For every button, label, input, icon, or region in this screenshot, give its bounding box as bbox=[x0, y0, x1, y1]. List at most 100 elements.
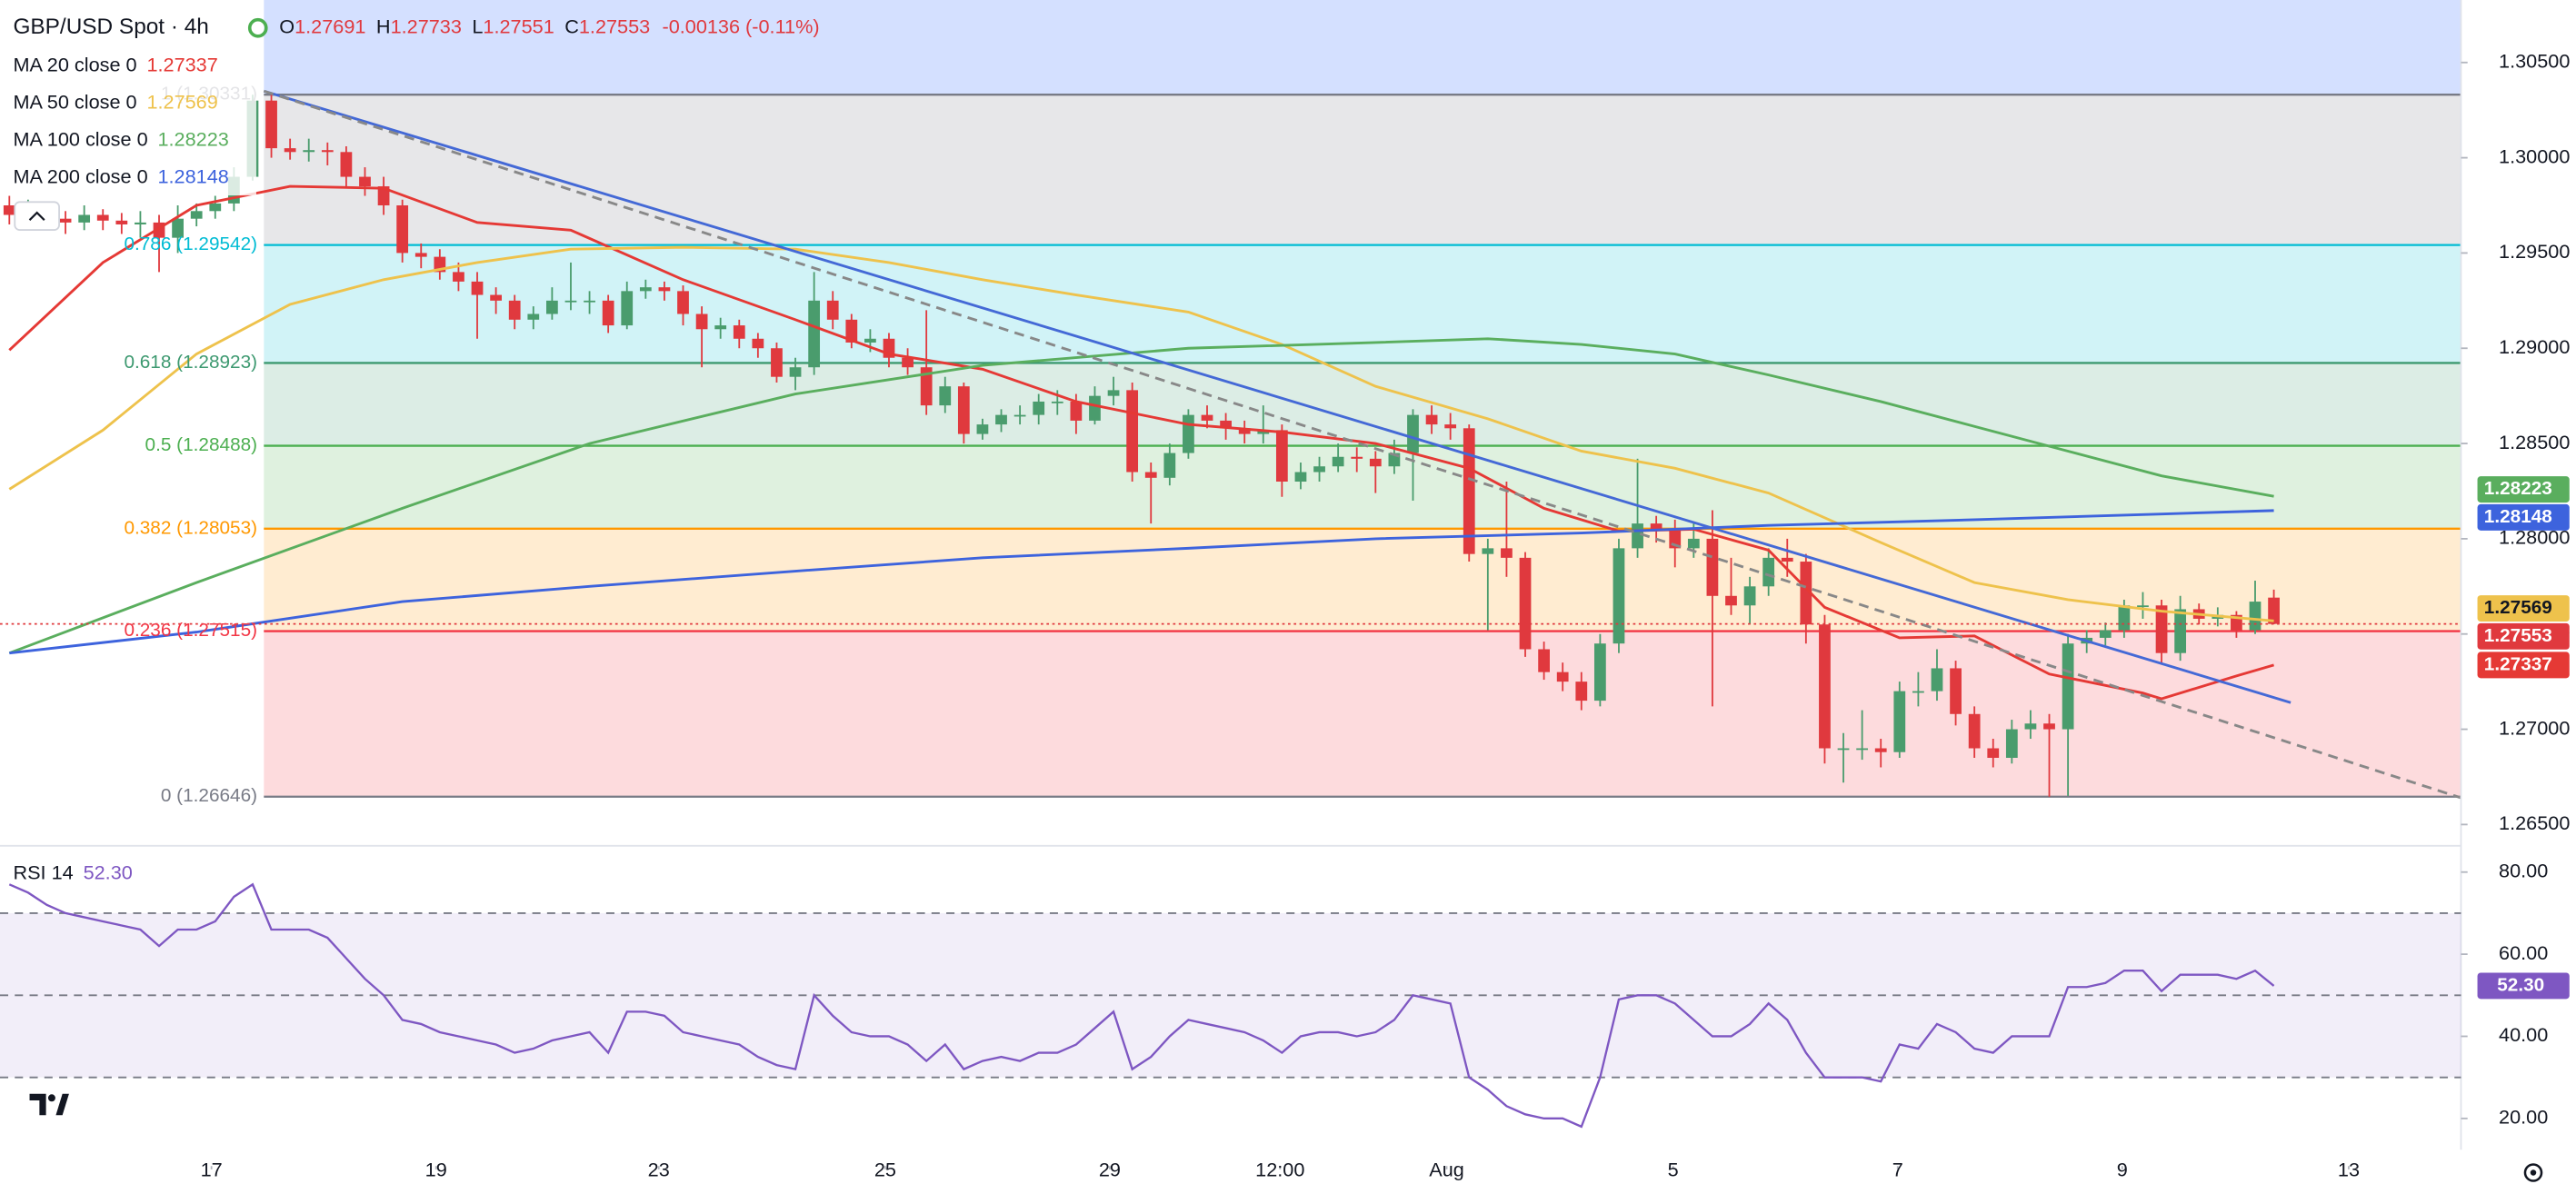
candle-body bbox=[303, 150, 315, 153]
y-tick-label: 1.28500 bbox=[2499, 431, 2570, 453]
candle-body bbox=[1987, 748, 2000, 758]
candle-body bbox=[1968, 713, 1981, 749]
candle-body bbox=[826, 300, 839, 320]
fib-level-label: 0 (1.26646) bbox=[161, 785, 257, 806]
candle-body bbox=[1144, 472, 1157, 478]
moving-average-line bbox=[8, 184, 2274, 701]
candle-body bbox=[1463, 428, 1475, 554]
candle-body bbox=[377, 186, 390, 206]
candle-body bbox=[1070, 401, 1083, 421]
candle-body bbox=[957, 386, 970, 434]
market-status bbox=[247, 17, 268, 38]
rsi-value-tag-label: 52.30 bbox=[2497, 974, 2544, 995]
candle-body bbox=[1650, 523, 1662, 530]
candle-body bbox=[639, 287, 652, 292]
candle-body bbox=[2155, 605, 2168, 653]
candle-body bbox=[584, 300, 595, 303]
settings-icon bbox=[2530, 1169, 2537, 1176]
candle-body bbox=[1556, 672, 1569, 682]
axes: 1.305001.300001.295001.290001.285001.280… bbox=[201, 50, 2571, 1181]
fib-level-label: 0.236 (1.27515) bbox=[124, 620, 257, 641]
x-tick-label: 25 bbox=[874, 1158, 896, 1180]
candle-body bbox=[96, 214, 109, 221]
candle-body bbox=[845, 319, 858, 343]
candle-body bbox=[1425, 414, 1438, 425]
chart-title: GBP/USD Spot · 4h bbox=[13, 15, 208, 39]
candle-body bbox=[1874, 748, 1887, 752]
fib-zone bbox=[264, 95, 2461, 245]
candle-body bbox=[808, 300, 821, 368]
y-tick-label: 1.26500 bbox=[2499, 811, 2570, 834]
rsi-y-tick-label: 20.00 bbox=[2499, 1106, 2548, 1129]
ohlc-readout: O1.27691 H1.27733 L1.27551 C1.27553 -0.0… bbox=[279, 15, 819, 37]
candle-body bbox=[1369, 458, 1382, 467]
ohlc-label: L bbox=[472, 15, 483, 37]
rsi-legend: RSI 14 52.30 bbox=[13, 861, 132, 883]
candle-body bbox=[1275, 430, 1288, 483]
rsi-legend-value: 52.30 bbox=[84, 861, 133, 883]
fib-zone bbox=[264, 631, 2461, 797]
candle-body bbox=[135, 222, 146, 224]
legend-entry: MA 20 close 0 1.27337 bbox=[13, 53, 217, 75]
candle-body bbox=[1313, 466, 1325, 473]
legend-value: 1.28223 bbox=[157, 127, 228, 150]
x-tick-label: 13 bbox=[2338, 1158, 2360, 1180]
y-tick-label: 1.29000 bbox=[2499, 335, 2570, 358]
candle-body bbox=[1800, 562, 1812, 625]
y-tick-label: 1.27000 bbox=[2499, 716, 2570, 739]
candle-body bbox=[190, 211, 203, 219]
candle-body bbox=[1220, 420, 1232, 429]
candle-body bbox=[1501, 548, 1513, 558]
x-tick-label: 19 bbox=[425, 1158, 447, 1180]
candle-body bbox=[2174, 609, 2187, 653]
rsi-y-tick-label: 60.00 bbox=[2499, 941, 2548, 964]
candle-body bbox=[284, 148, 296, 153]
candle-body bbox=[2249, 602, 2261, 631]
legend-label: MA 50 close 0 bbox=[13, 90, 136, 113]
candle-body bbox=[1912, 691, 1924, 693]
candle-body bbox=[1706, 538, 1719, 596]
ohlc-value: 1.27553 bbox=[579, 15, 650, 37]
candle-body bbox=[1931, 668, 1943, 692]
candle-body bbox=[209, 203, 222, 212]
candle-body bbox=[2062, 643, 2074, 730]
moving-average-line bbox=[8, 337, 2274, 655]
candle-body bbox=[1013, 414, 1026, 417]
candle-body bbox=[59, 218, 72, 223]
legend-label: MA 200 close 0 bbox=[13, 164, 147, 187]
rsi-y-tick-label: 80.00 bbox=[2499, 859, 2548, 881]
collapse-legend-button[interactable] bbox=[14, 201, 60, 231]
candle-body bbox=[658, 287, 671, 292]
trend-line bbox=[263, 89, 2461, 800]
fib-zone bbox=[264, 244, 2461, 363]
price-tag bbox=[2477, 476, 2570, 503]
fib-zone bbox=[264, 363, 2461, 446]
candle-body bbox=[995, 414, 1007, 425]
candle-body bbox=[1257, 430, 1270, 434]
price-tag bbox=[2477, 652, 2570, 679]
candle-body bbox=[396, 205, 409, 254]
trend-line bbox=[263, 89, 2291, 704]
rsi-line bbox=[8, 882, 2275, 1129]
candle-body bbox=[265, 100, 277, 149]
settings-button[interactable] bbox=[2523, 1163, 2543, 1182]
candle-body bbox=[902, 357, 914, 368]
candle-body bbox=[3, 205, 15, 215]
y-tick-label: 1.30500 bbox=[2499, 50, 2570, 73]
price-tag bbox=[2477, 622, 2570, 650]
legend-label: MA 100 close 0 bbox=[13, 127, 147, 150]
candle-body bbox=[115, 220, 128, 224]
fib-level-label: 0.382 (1.28053) bbox=[124, 517, 257, 538]
candle-body bbox=[752, 338, 764, 349]
candle-body bbox=[1183, 414, 1194, 453]
moving-average-line bbox=[9, 509, 2274, 655]
x-tick-label: 5 bbox=[1668, 1158, 1679, 1180]
fib-extension-zone bbox=[264, 0, 2461, 95]
candle-body bbox=[2024, 723, 2037, 730]
candle-body bbox=[340, 152, 353, 177]
legend-entry: MA 100 close 0 1.28223 bbox=[13, 127, 228, 150]
rsi-legend-label: RSI 14 bbox=[13, 861, 73, 883]
candle-body bbox=[1837, 748, 1850, 751]
logo-part bbox=[55, 1093, 69, 1116]
